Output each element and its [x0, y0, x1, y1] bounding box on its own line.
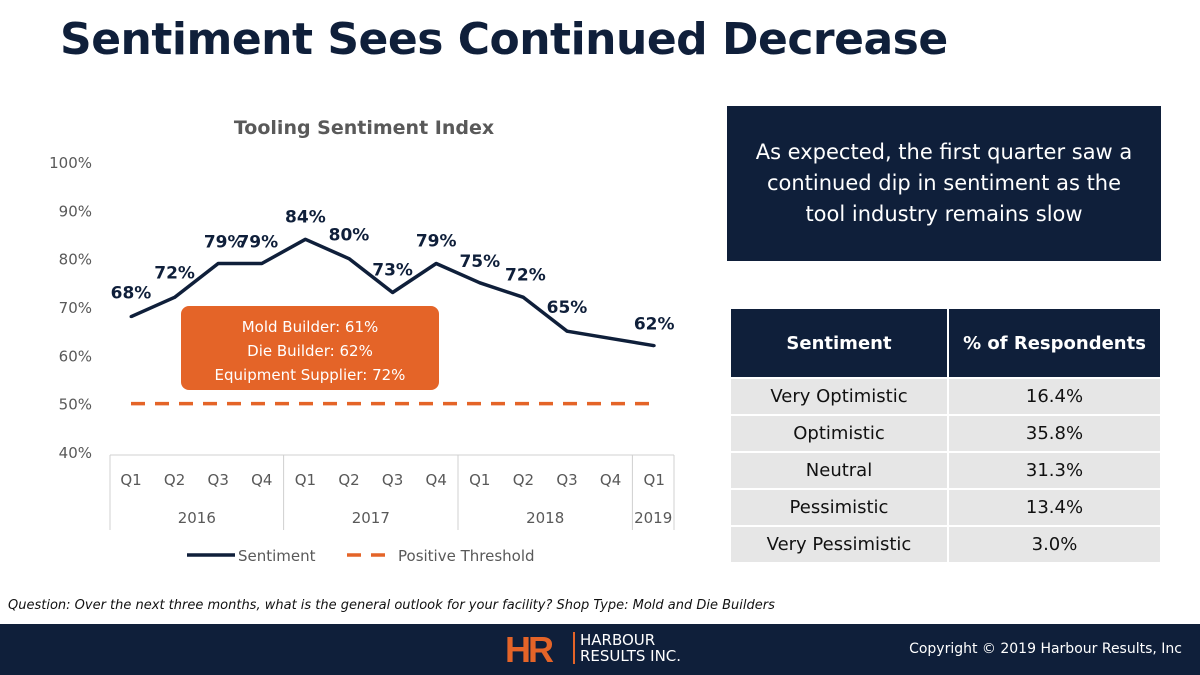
logo-line-results: RESULTS INC.: [580, 647, 682, 665]
sentiment-point: [609, 336, 613, 340]
table-header-row: Sentiment % of Respondents: [729, 307, 1162, 379]
data-label: 65%: [547, 298, 588, 318]
x-tick-label: Q2: [513, 471, 534, 489]
data-label: 75%: [459, 252, 500, 272]
survey-question-note: Question: Over the next three months, wh…: [8, 598, 775, 613]
sentiment-point: [173, 295, 177, 299]
legend-label-threshold: Positive Threshold: [398, 547, 535, 565]
sentiment-line-chart: Tooling Sentiment Index 40% 50% 60% 70% 80% 90…: [49, 117, 675, 565]
data-label: 68%: [111, 284, 152, 304]
table-row: Optimistic 35.8%: [729, 414, 1162, 453]
data-label: 72%: [505, 265, 546, 285]
data-label: 80%: [329, 226, 370, 246]
callout-text: As expected, the first quarter saw a con…: [755, 140, 1133, 226]
x-tick-label: Q1: [295, 471, 316, 489]
x-tick-label: Q1: [120, 471, 141, 489]
callout-box: As expected, the first quarter saw a con…: [727, 106, 1161, 261]
table-cell-percent: 13.4%: [947, 488, 1162, 527]
sentiment-table: Sentiment % of Respondents Very Optimist…: [729, 307, 1162, 564]
sentiment-point: [652, 344, 656, 348]
table-cell-percent: 31.3%: [947, 451, 1162, 490]
table-cell-percent: 35.8%: [947, 414, 1162, 453]
year-label: 2017: [352, 509, 390, 527]
slide-title: Sentiment Sees Continued Decrease: [60, 14, 948, 65]
table-header-percent: % of Respondents: [947, 307, 1162, 379]
sentiment-point: [434, 262, 438, 265]
table-row: Very Optimistic 16.4%: [729, 377, 1162, 416]
segment-annotation-box: [181, 306, 439, 390]
data-label: 72%: [154, 263, 195, 283]
sentiment-point: [565, 329, 569, 333]
sentiment-point: [391, 291, 395, 294]
year-label: 2018: [526, 509, 564, 527]
y-tick-label: 50%: [59, 396, 92, 414]
segment-annotation-text: Die Builder: 62%: [247, 342, 373, 360]
sentiment-point: [129, 315, 133, 319]
table-row: Very Pessimistic 3.0%: [729, 525, 1162, 564]
x-tick-label: Q3: [208, 471, 229, 489]
year-label: 2019: [634, 509, 672, 527]
x-tick-label: Q2: [338, 471, 359, 489]
y-tick-label: 40%: [59, 444, 92, 462]
data-label: 73%: [372, 261, 413, 281]
segment-annotation-text: Mold Builder: 61%: [242, 318, 379, 336]
x-tick-label: Q3: [382, 471, 403, 489]
sentiment-point: [303, 237, 307, 241]
sentiment-point: [260, 262, 264, 265]
x-tick-label: Q4: [251, 471, 272, 489]
table-cell-percent: 16.4%: [947, 377, 1162, 416]
table-row: Neutral 31.3%: [729, 451, 1162, 490]
data-label: 79%: [237, 233, 278, 253]
table-cell-sentiment: Neutral: [729, 451, 949, 490]
data-label: 84%: [285, 207, 326, 227]
x-tick-label: Q1: [644, 471, 665, 489]
table-cell-sentiment: Optimistic: [729, 414, 949, 453]
table-cell-percent: 3.0%: [947, 525, 1162, 564]
segment-annotation-text: Equipment Supplier: 72%: [215, 366, 406, 384]
x-tick-label: Q1: [469, 471, 490, 489]
legend-label-sentiment: Sentiment: [238, 547, 316, 565]
table-cell-sentiment: Very Optimistic: [729, 377, 949, 416]
y-tick-label: 70%: [59, 299, 92, 317]
data-label: 79%: [204, 233, 245, 253]
x-tick-label: Q3: [556, 471, 577, 489]
y-tick-label: 90%: [59, 202, 92, 220]
x-tick-label: Q2: [164, 471, 185, 489]
x-tick-label: Q4: [426, 471, 447, 489]
harbour-results-wordmark: HARBOUR RESULTS INC.: [573, 632, 681, 664]
table-row: Pessimistic 13.4%: [729, 488, 1162, 527]
sentiment-point: [347, 257, 351, 261]
footer-bar: [0, 624, 1200, 675]
year-label: 2016: [178, 509, 216, 527]
sentiment-point: [521, 295, 525, 299]
y-tick-label: 80%: [59, 251, 92, 269]
table-header-sentiment: Sentiment: [729, 307, 949, 379]
table-cell-sentiment: Very Pessimistic: [729, 525, 949, 564]
copyright-text: Copyright © 2019 Harbour Results, Inc: [909, 641, 1182, 657]
table-cell-sentiment: Pessimistic: [729, 488, 949, 527]
x-tick-label: Q4: [600, 471, 621, 489]
data-label: 79%: [416, 232, 457, 252]
data-label: 62%: [634, 315, 675, 335]
logo-line-harbour: HARBOUR: [580, 631, 656, 649]
chart-title: Tooling Sentiment Index: [234, 117, 494, 139]
logo-mark-text: HR: [505, 633, 554, 667]
harbour-results-logo-mark: HR: [505, 633, 557, 667]
y-tick-label: 100%: [49, 154, 92, 172]
y-tick-label: 60%: [59, 347, 92, 365]
sentiment-point: [216, 262, 220, 265]
sentiment-point: [478, 281, 482, 285]
